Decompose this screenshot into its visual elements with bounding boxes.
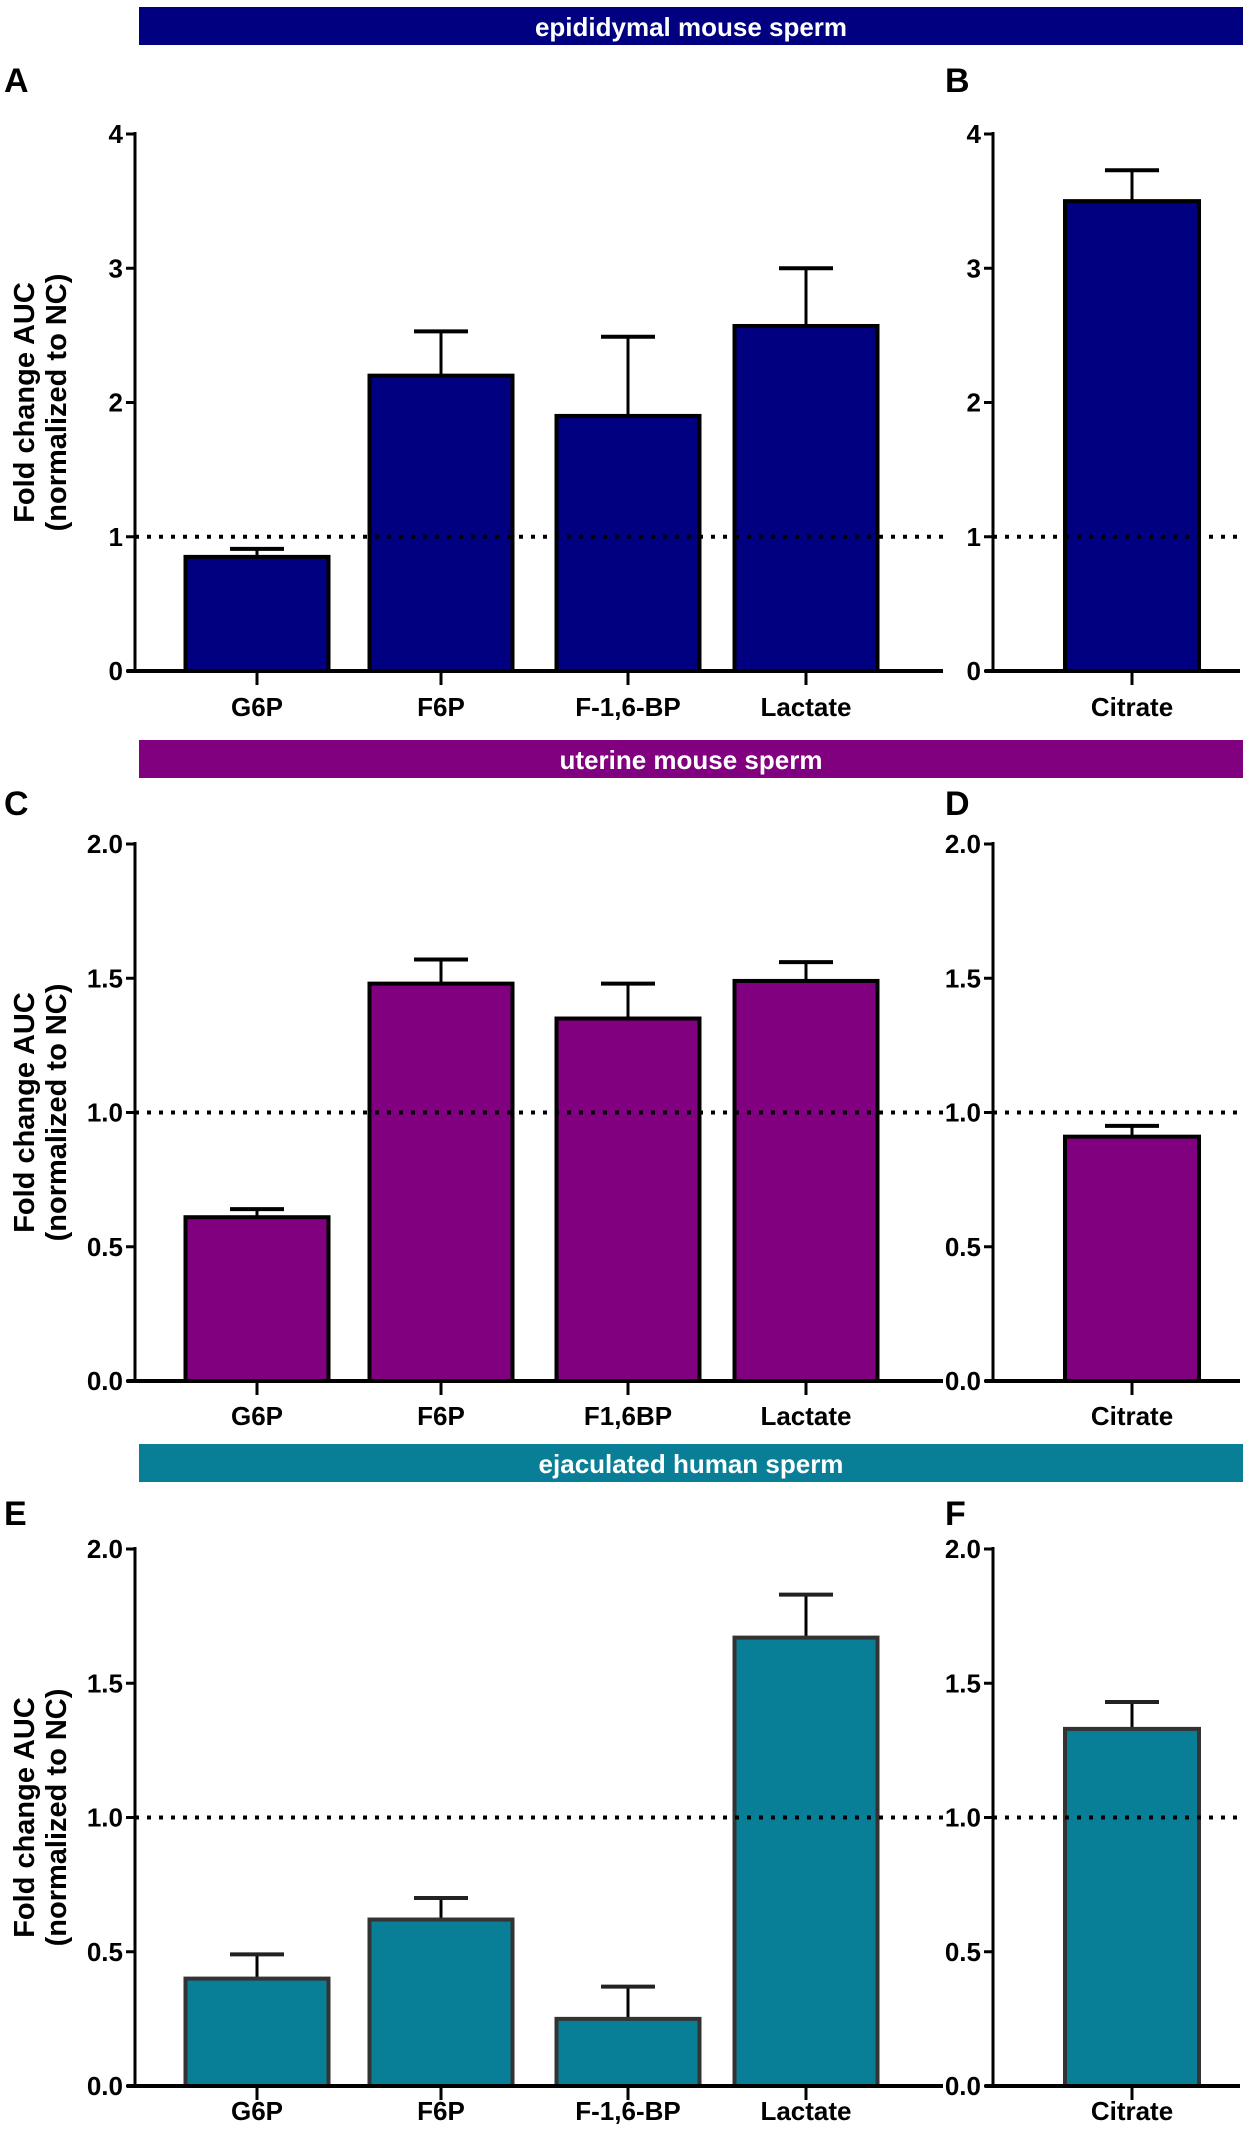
bar-lactate <box>732 323 880 673</box>
x-tick-label: G6P <box>231 1401 283 1431</box>
y-tick-label: 0.5 <box>945 1232 981 1262</box>
bar-lactate <box>732 1635 880 2088</box>
y-tick-label: 0.5 <box>87 1232 123 1262</box>
x-tick-label: F-1,6-BP <box>575 2096 680 2125</box>
y-axis-label: (normalized to NC) <box>41 1689 73 1947</box>
y-tick-label: 0.5 <box>945 1937 981 1967</box>
x-tick-label: Citrate <box>1091 2096 1173 2125</box>
y-tick-label: 1 <box>109 522 123 552</box>
bar-g6p <box>183 554 331 674</box>
y-axis-label: (normalized to NC) <box>41 984 73 1242</box>
bar-g6p <box>183 1976 331 2088</box>
panel-letter: F <box>945 1495 966 1533</box>
y-tick-label: 2.0 <box>945 829 981 859</box>
group-banner: uterine mouse sperm <box>139 740 1243 778</box>
y-tick-label: 1 <box>967 522 981 552</box>
x-tick-label: Citrate <box>1091 692 1173 722</box>
bar-f6p <box>367 981 515 1383</box>
y-tick-label: 0.0 <box>87 2071 123 2101</box>
bar-citrate <box>1063 1726 1201 2089</box>
y-axis-label: Fold change AUC <box>9 1697 41 1938</box>
panel-a: A Fold change AUC (normalized to NC) G6P F6P… <box>4 62 943 722</box>
x-tick-label: F6P <box>417 1401 465 1431</box>
panel-letter: D <box>945 785 970 823</box>
panel-letter: E <box>4 1495 27 1533</box>
x-tick-label: F1,6BP <box>584 1401 672 1431</box>
y-tick-label: 1.0 <box>945 1098 981 1128</box>
y-tick-label: 0 <box>109 656 123 686</box>
y-axis-label: Fold change AUC <box>9 282 41 523</box>
y-tick-label: 1.0 <box>87 1098 123 1128</box>
x-tick-label: F-1,6-BP <box>575 692 680 722</box>
x-tick-label: Citrate <box>1091 1401 1173 1431</box>
x-tick-label: F6P <box>417 2096 465 2125</box>
panel-e: E Fold change AUC (normalized to NC) G6P F6P… <box>4 1495 943 2126</box>
banner-title: ejaculated human sperm <box>539 1449 844 1479</box>
y-tick-label: 1.5 <box>945 963 981 993</box>
y-tick-label: 0 <box>967 656 981 686</box>
panel-b: B Citrate 0 1 2 3 4 <box>945 62 1240 722</box>
bar-f-1-6-bp <box>554 2016 702 2088</box>
banner-background <box>139 7 1243 45</box>
y-tick-label: 1.0 <box>87 1803 123 1833</box>
y-axis-label: (normalized to NC) <box>41 274 73 532</box>
x-tick-label: G6P <box>231 2096 283 2125</box>
y-tick-label: 2 <box>109 388 123 418</box>
y-tick-label: 2.0 <box>87 1534 123 1564</box>
group-banner: ejaculated human sperm <box>139 1444 1243 1482</box>
banner-title: epididymal mouse sperm <box>535 12 847 42</box>
panel-letter: B <box>945 62 970 100</box>
x-tick-label: F6P <box>417 692 465 722</box>
banner-background <box>139 740 1243 778</box>
bar-lactate <box>732 978 880 1383</box>
bar-f6p <box>367 373 515 673</box>
panel-letter: C <box>4 785 29 823</box>
bar-citrate <box>1063 1134 1201 1384</box>
y-tick-label: 0.0 <box>945 1366 981 1396</box>
bar-f-1-6-bp <box>554 413 702 673</box>
bar-g6p <box>183 1215 331 1383</box>
y-tick-label: 2.0 <box>87 829 123 859</box>
panel-c: C Fold change AUC (normalized to NC) G6P F6P… <box>4 785 943 1431</box>
x-tick-label: Lactate <box>760 1401 851 1431</box>
y-tick-label: 0.0 <box>945 2071 981 2101</box>
group-banner: epididymal mouse sperm <box>139 7 1243 45</box>
x-tick-label: G6P <box>231 692 283 722</box>
bar-f6p <box>367 1917 515 2089</box>
panel-f: F Citrate 0.0 0.5 1.0 1.5 2.0 <box>945 1495 1240 2126</box>
panel-letter: A <box>4 62 29 100</box>
bar-citrate <box>1063 199 1201 673</box>
banner-background <box>139 1444 1243 1482</box>
y-tick-label: 2.0 <box>945 1534 981 1564</box>
x-tick-label: Lactate <box>760 2096 851 2125</box>
y-tick-label: 1.0 <box>945 1803 981 1833</box>
y-tick-label: 1.5 <box>945 1668 981 1698</box>
y-tick-label: 2 <box>967 388 981 418</box>
x-tick-label: Lactate <box>760 692 851 722</box>
y-tick-label: 0.5 <box>87 1937 123 1967</box>
y-tick-label: 0.0 <box>87 1366 123 1396</box>
y-tick-label: 4 <box>109 119 124 149</box>
y-axis-label: Fold change AUC <box>9 992 41 1233</box>
bar-f1-6bp <box>554 1016 702 1384</box>
y-tick-label: 4 <box>967 119 982 149</box>
panel-d: D Citrate 0.0 0.5 1.0 1.5 2.0 <box>945 785 1240 1431</box>
banner-title: uterine mouse sperm <box>560 745 823 775</box>
y-tick-label: 3 <box>967 253 981 283</box>
y-tick-label: 1.5 <box>87 1668 123 1698</box>
y-tick-label: 3 <box>109 253 123 283</box>
y-tick-label: 1.5 <box>87 963 123 993</box>
